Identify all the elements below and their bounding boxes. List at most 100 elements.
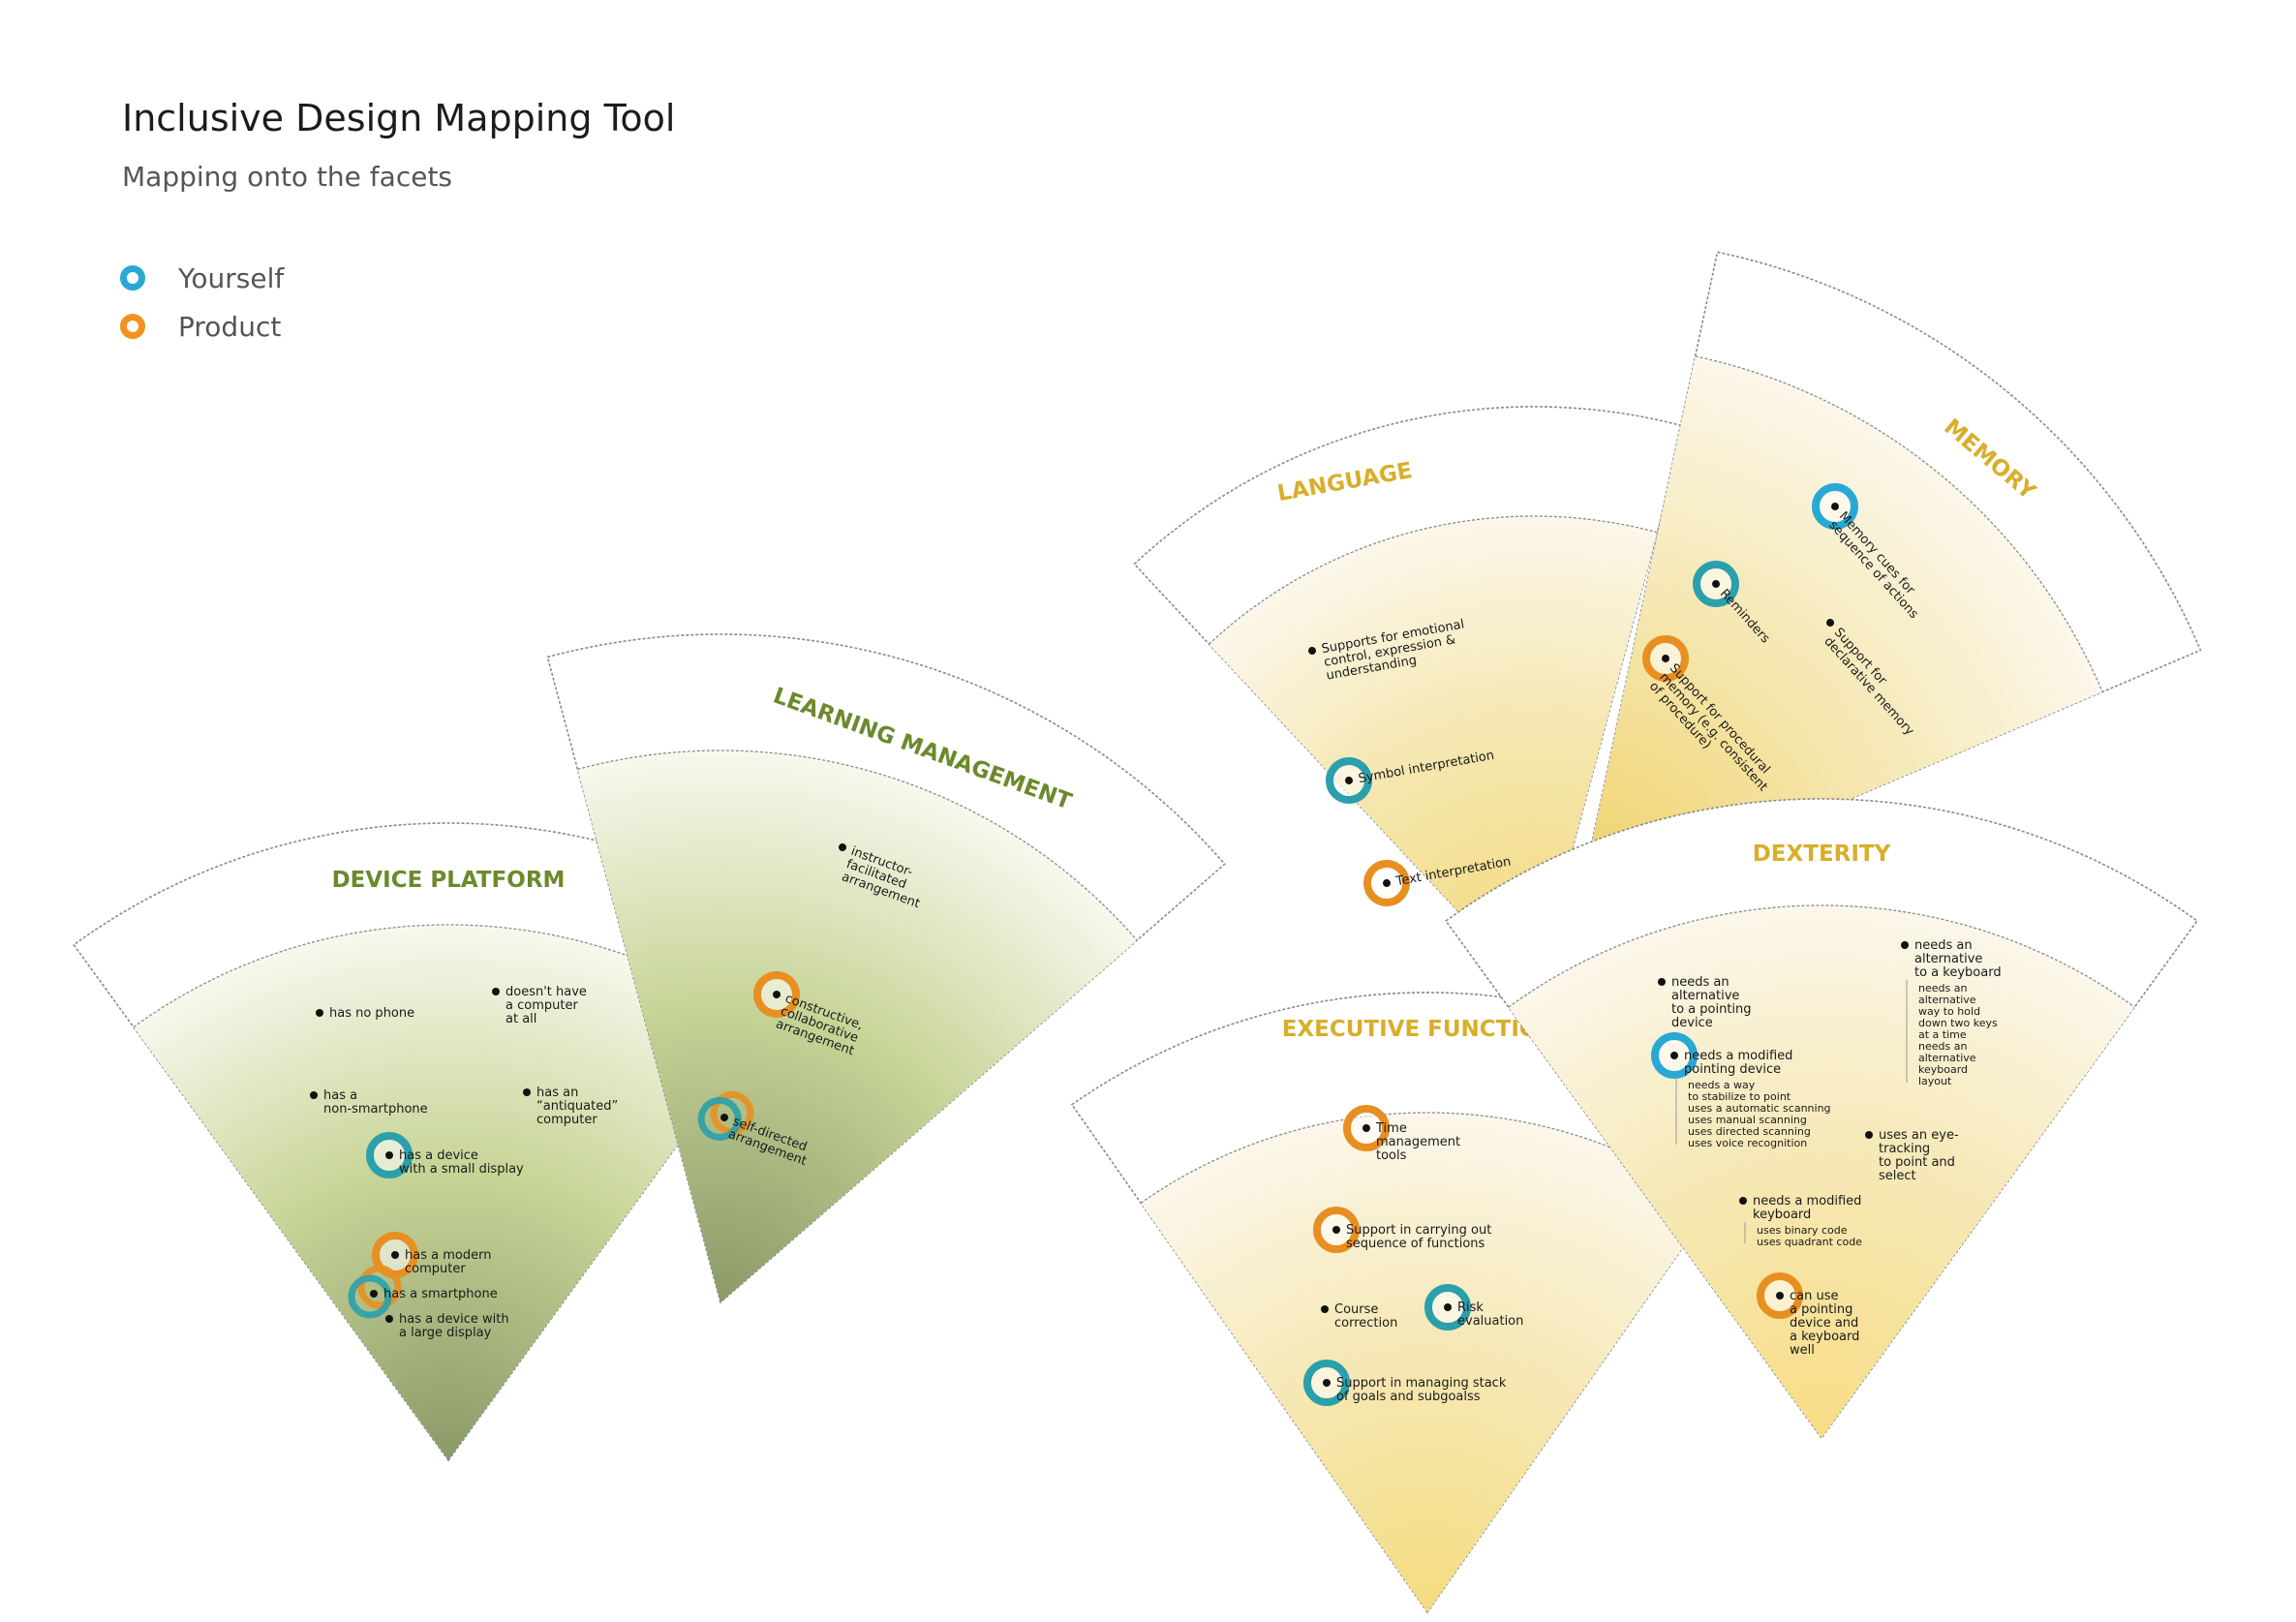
- bullet-icon: [1658, 978, 1666, 986]
- item-label: has a modern computer: [405, 1248, 491, 1276]
- item-label: Support in carrying out sequence of funct…: [1346, 1223, 1491, 1251]
- bullet-icon: [316, 1009, 323, 1017]
- item-label: Risk evaluation: [1457, 1301, 1523, 1329]
- item-label: uses an eye-tracking to point and select: [1879, 1128, 1959, 1183]
- legend-item-product: Product: [120, 302, 284, 351]
- sub-item-label: uses quadrant code: [1757, 1236, 1862, 1248]
- facet-item: needs a modified pointing device needs a w…: [1651, 1032, 1831, 1149]
- yourself-ring-icon: [697, 1096, 742, 1141]
- sub-item-label: uses voice recognition: [1688, 1137, 1807, 1149]
- sub-item-label: uses directed scanning: [1688, 1125, 1811, 1138]
- item-label: Course correction: [1334, 1302, 1397, 1331]
- item-label: needs a modified keyboard: [1753, 1194, 1861, 1222]
- item-label: Time management tools: [1375, 1121, 1460, 1163]
- bullet-icon: [839, 843, 846, 851]
- facet-inner-area: [1141, 1112, 1714, 1612]
- bullet-icon: [1362, 1124, 1370, 1132]
- bullet-icon: [1345, 777, 1353, 784]
- bullet-icon: [1308, 647, 1316, 655]
- facet-item: needs an alternative to a pointing device: [1658, 975, 1752, 1030]
- bullet-icon: [385, 1315, 393, 1323]
- item-label: needs a modified pointing device: [1684, 1049, 1792, 1077]
- item-label: needs an alternative to a pointing device: [1671, 975, 1752, 1030]
- yourself-ring-icon: [348, 1274, 392, 1319]
- product-ring-icon: [710, 1090, 754, 1135]
- sub-item-label: keyboard: [1918, 1063, 1968, 1076]
- sub-item-label: alternative: [1918, 1052, 1976, 1064]
- legend-item-yourself: Yourself: [120, 254, 284, 302]
- facet-item: Time management tools: [1343, 1105, 1460, 1163]
- item-label: has a smartphone: [383, 1287, 498, 1301]
- bullet-icon: [1321, 1305, 1329, 1313]
- item-label: has a non-smartphone: [323, 1088, 428, 1117]
- facet-inner-area: [133, 925, 764, 1460]
- sub-item-label: down two keys: [1918, 1017, 1998, 1029]
- facet-item: Course correction: [1321, 1302, 1397, 1331]
- bullet-icon: [391, 1251, 399, 1259]
- legend-label: Product: [178, 310, 282, 343]
- bullet-icon: [492, 988, 500, 995]
- bullet-icon: [1865, 1131, 1873, 1139]
- legend: Yourself Product: [120, 254, 284, 351]
- sub-item-label: uses binary code: [1757, 1224, 1848, 1237]
- sub-item-label: way to hold: [1918, 1005, 1980, 1018]
- sub-item-label: needs an: [1918, 1040, 1967, 1053]
- sub-item-label: at a time: [1918, 1028, 1967, 1041]
- sub-item-label: uses a automatic scanning: [1688, 1102, 1831, 1115]
- facet-item: has an “antiquated” computer: [523, 1086, 618, 1127]
- facet-item: has a non-smartphone: [310, 1088, 428, 1117]
- facet-title: DEVICE PLATFORM: [332, 868, 566, 893]
- item-label: Support in managing stack of goals and su…: [1336, 1376, 1507, 1404]
- facet-inner-arc: [1508, 904, 2135, 1008]
- sub-item-label: needs an: [1918, 982, 1967, 995]
- facet-title: DEXTERITY: [1753, 842, 1891, 867]
- bullet-icon: [523, 1088, 531, 1096]
- item-label: has a device with a large display: [399, 1312, 509, 1340]
- item-label: has a device with a small display: [399, 1148, 524, 1177]
- facet-item: has a device with a large display: [385, 1312, 509, 1340]
- page-title: Inclusive Design Mapping Tool: [122, 97, 676, 139]
- facet-learning-management: LEARNING MANAGEMENTinstructor-facilitate…: [546, 633, 1226, 1304]
- bullet-icon: [1826, 619, 1834, 627]
- facet-dexterity: DEXTERITY needs an alternative to a pointin…: [1444, 798, 2199, 1440]
- facet-item: has a smartphone: [348, 1265, 498, 1319]
- bullet-icon: [1662, 655, 1669, 662]
- bullet-icon: [370, 1290, 378, 1298]
- bullet-icon: [1670, 1052, 1678, 1059]
- facet-item: Risk evaluation: [1424, 1284, 1523, 1331]
- sub-item-label: layout: [1918, 1075, 1952, 1087]
- bullet-icon: [1444, 1303, 1452, 1311]
- header: Inclusive Design Mapping Tool Mapping on…: [122, 97, 675, 193]
- item-label: doesn't have a computer at all: [505, 985, 587, 1026]
- product-ring-icon: [357, 1265, 402, 1309]
- item-label: needs an alternative to a keyboard: [1914, 938, 2002, 980]
- bullet-icon: [1901, 941, 1909, 949]
- sub-item-label: uses manual scanning: [1688, 1114, 1807, 1126]
- facet-item: doesn't have a computer at all: [492, 985, 587, 1026]
- item-label: has no phone: [329, 1006, 414, 1021]
- facet-item: Support in carrying out sequence of funct…: [1313, 1207, 1491, 1253]
- item-label: can use a pointing device and a keyboard wel…: [1790, 1289, 1859, 1358]
- legend-label: Yourself: [178, 261, 285, 294]
- facet-item: has a device with a small display: [366, 1132, 524, 1178]
- facet-item: can use a pointing device and a keyboard wel…: [1757, 1272, 1859, 1358]
- facet-inner-arc: [1695, 355, 2103, 692]
- product-ring-icon: [120, 314, 145, 339]
- facet-item: Support in managing stack of goals and su…: [1303, 1360, 1507, 1406]
- bullet-icon: [310, 1091, 318, 1099]
- facet-inner-area: [577, 750, 1138, 1302]
- sub-item-label: alternative: [1918, 994, 1976, 1006]
- bullet-icon: [720, 1114, 728, 1121]
- bullet-icon: [1739, 1197, 1747, 1205]
- sub-item-label: needs a way: [1688, 1079, 1756, 1091]
- bullet-icon: [1323, 1379, 1331, 1387]
- facet-inner-arc: [1209, 515, 1658, 645]
- page-subtitle: Mapping onto the facets: [122, 161, 453, 193]
